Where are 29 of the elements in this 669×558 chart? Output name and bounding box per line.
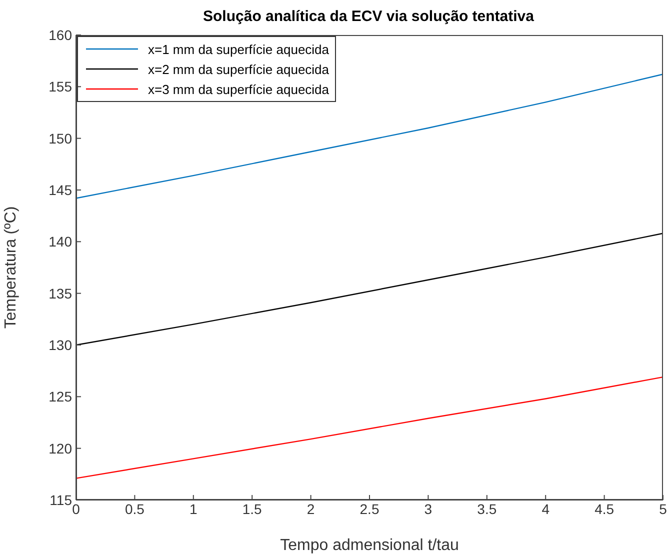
legend-label: x=1 mm da superfície aquecida <box>148 42 330 56</box>
line-series <box>76 232 663 346</box>
y-axis-title: Temperatura (ºC) <box>2 206 20 329</box>
legend-label: x=3 mm da superfície aquecida <box>148 82 330 96</box>
y-tick-label: 130 <box>48 336 72 353</box>
y-tick-label: 140 <box>48 234 72 250</box>
x-tick-label: 2.5 <box>360 500 380 517</box>
x-tick-label: 0 <box>72 500 80 517</box>
x-tick-label: 4 <box>542 500 550 517</box>
y-tick-label: 155 <box>48 78 72 95</box>
legend-label: x=2 mm da superfície aquecida <box>148 62 330 76</box>
y-tick-label: 120 <box>48 440 72 456</box>
x-tick-label: 1 <box>190 500 198 517</box>
x-tick-label: 1.5 <box>242 500 262 517</box>
x-tick-label: 3.5 <box>477 500 497 517</box>
x-tick-label: 4.5 <box>594 500 614 517</box>
line-series <box>76 376 663 479</box>
x-axis-title: Tempo admensional t/tau <box>280 537 459 554</box>
y-tick-label: 145 <box>48 182 72 198</box>
y-tick-label: 135 <box>48 285 72 302</box>
chart-title: Solução analítica da ECV via solução tentativa <box>202 8 535 25</box>
y-tick-label: 115 <box>50 492 72 508</box>
y-tick-label: 150 <box>48 130 72 146</box>
x-tick-label: 5 <box>659 500 668 517</box>
y-tick-label: 125 <box>48 388 72 405</box>
y-tick-label: 160 <box>48 26 72 43</box>
x-tick-label: 2 <box>306 500 315 517</box>
x-tick-label: 3 <box>424 500 432 517</box>
x-tick-label: 0.5 <box>124 500 145 517</box>
